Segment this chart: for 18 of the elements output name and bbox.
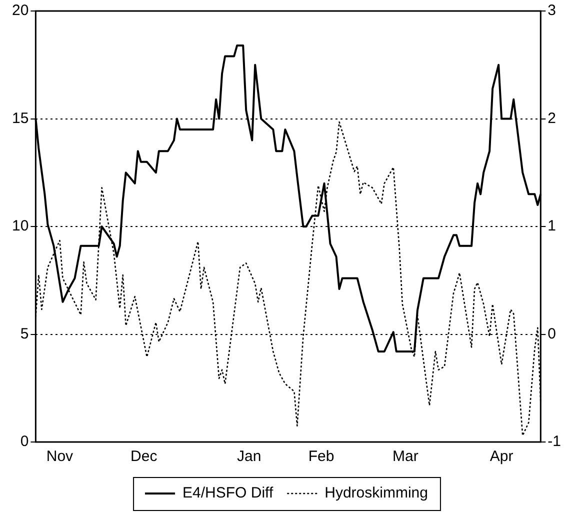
y2-tick-label: 0 [548, 325, 556, 342]
y-tick-label: 15 [12, 110, 29, 127]
x-tick-label: Apr [490, 448, 514, 466]
legend-label: E4/HSFO Diff [182, 484, 274, 502]
y2-tick-label: 3 [548, 2, 556, 20]
y2-tick-label: 1 [548, 218, 556, 235]
y-tick-label: 20 [12, 2, 29, 20]
y-tick-label: 0 [20, 433, 29, 450]
y-tick-label: 5 [20, 325, 29, 342]
legend-label: Hydroskimming [324, 484, 428, 502]
x-tick-label: Mar [392, 448, 418, 466]
y-tick-label: 10 [12, 218, 29, 235]
y2-tick-label: -1 [548, 433, 562, 450]
x-tick-label: Jan [237, 448, 262, 466]
x-tick-label: Nov [46, 448, 74, 466]
x-tick-label: Dec [130, 448, 158, 466]
x-tick-label: Feb [308, 448, 334, 466]
y2-tick-label: 2 [548, 110, 556, 127]
